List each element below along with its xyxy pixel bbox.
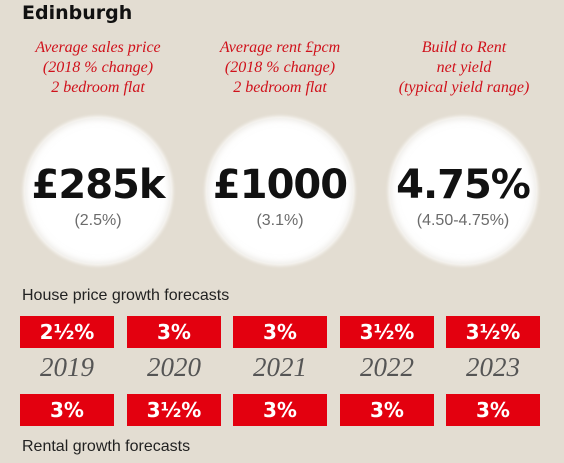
stat-heading-yield: Build to Rent net yield (typical yield r… bbox=[374, 38, 554, 98]
year-label: 2020 bbox=[147, 352, 201, 382]
stat-heading-line: Average rent £pcm bbox=[219, 39, 341, 56]
stat-change: (2.5%) bbox=[74, 212, 122, 229]
house-price-badge: 2½% bbox=[20, 316, 114, 348]
stat-heading-line: (typical yield range) bbox=[398, 79, 530, 96]
year-label: 2022 bbox=[360, 352, 414, 382]
house-price-badge: 3½% bbox=[446, 316, 540, 348]
stat-change: (4.50-4.75%) bbox=[416, 212, 510, 229]
year-label: 2023 bbox=[466, 352, 520, 382]
stat-heading-line: (2018 % change) bbox=[42, 59, 154, 76]
stat-heading-sales-price: Average sales price (2018 % change) 2 be… bbox=[8, 38, 188, 98]
stat-heading-line: net yield bbox=[436, 59, 492, 76]
stat-circle-sales-price: £285k (2.5%) bbox=[25, 118, 171, 264]
city-title: Edinburgh bbox=[22, 2, 133, 24]
house-price-badge: 3½% bbox=[340, 316, 434, 348]
year-label: 2019 bbox=[40, 352, 94, 382]
stat-heading-line: (2018 % change) bbox=[224, 59, 336, 76]
rental-forecast-label: Rental growth forecasts bbox=[22, 438, 191, 455]
stat-heading-line: Build to Rent bbox=[421, 39, 507, 56]
house-price-badge: 3% bbox=[127, 316, 221, 348]
year-label: 2021 bbox=[253, 352, 307, 382]
rental-badge: 3% bbox=[20, 394, 114, 426]
stat-heading-line: 2 bedroom flat bbox=[233, 79, 327, 96]
stat-value: £285k bbox=[31, 162, 166, 208]
rental-badge: 3% bbox=[340, 394, 434, 426]
stat-circle-yield: 4.75% (4.50-4.75%) bbox=[390, 118, 536, 264]
rental-badge: 3% bbox=[233, 394, 327, 426]
rental-badge: 3% bbox=[446, 394, 540, 426]
house-price-forecast-label: House price growth forecasts bbox=[22, 287, 230, 304]
stat-change: (3.1%) bbox=[256, 212, 304, 229]
stat-value: £1000 bbox=[212, 162, 348, 208]
stat-heading-line: 2 bedroom flat bbox=[51, 79, 145, 96]
rental-badge: 3½% bbox=[127, 394, 221, 426]
stat-heading-line: Average sales price bbox=[35, 39, 161, 56]
stat-heading-rent: Average rent £pcm (2018 % change) 2 bedr… bbox=[190, 38, 370, 98]
house-price-badge: 3% bbox=[233, 316, 327, 348]
stat-value: 4.75% bbox=[396, 162, 531, 208]
stat-circle-rent: £1000 (3.1%) bbox=[207, 118, 353, 264]
